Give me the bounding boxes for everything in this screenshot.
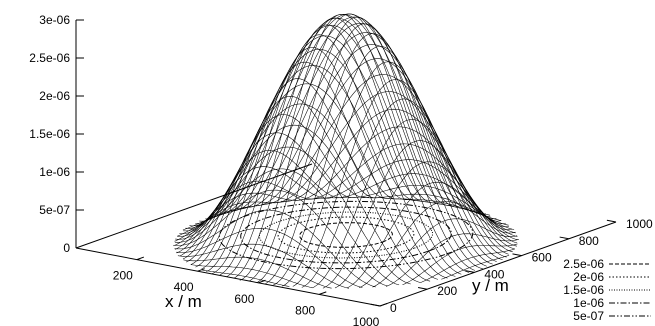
tick-labels: 20040060080010000200400600800100005e-071… <box>29 13 653 326</box>
mesh-line <box>282 61 486 287</box>
contour-group <box>218 200 474 270</box>
x-tick <box>258 279 266 284</box>
y-axis-label: y / m <box>472 276 509 295</box>
mesh-line <box>271 91 515 250</box>
mesh-line <box>189 49 456 277</box>
mesh-line <box>281 108 517 247</box>
mesh-line <box>346 181 513 289</box>
x-axis-label: x / m <box>165 292 202 311</box>
mesh-line <box>217 13 487 267</box>
mesh-line <box>272 46 480 286</box>
mesh-line <box>420 248 515 283</box>
y-tick <box>512 253 522 257</box>
y-tick <box>370 303 381 307</box>
contour-line <box>218 200 474 270</box>
x-tick-label: 800 <box>295 303 315 317</box>
x-axis-line <box>75 247 381 307</box>
y-tick <box>559 236 569 240</box>
mesh-line <box>312 119 502 289</box>
mesh-line <box>230 23 497 262</box>
mesh-line <box>222 16 493 265</box>
mesh-line <box>209 14 483 269</box>
mesh-line <box>316 159 518 237</box>
z-tick-label: 5e-07 <box>39 203 70 217</box>
y-tick-label: 600 <box>532 251 552 265</box>
mesh-line <box>379 197 502 221</box>
back-floor-edge <box>75 163 313 249</box>
mesh-line <box>372 218 518 288</box>
mesh-line <box>244 44 507 258</box>
mesh-line <box>254 58 509 255</box>
mesh-line <box>441 254 510 280</box>
mesh-line <box>402 243 518 286</box>
x-tick <box>379 303 388 307</box>
mesh-line <box>179 103 431 282</box>
legend-label: 1.5e-06 <box>563 283 604 297</box>
y-tick <box>606 219 617 223</box>
contour-line <box>258 211 434 259</box>
x-tick-label: 400 <box>174 280 194 294</box>
mesh-line <box>177 243 349 289</box>
mesh-line <box>236 32 503 260</box>
y-tick-label: 1000 <box>626 217 653 231</box>
legend-label: 2.5e-06 <box>563 257 604 271</box>
x-tick <box>197 268 205 272</box>
y-tick <box>465 270 475 273</box>
contour-line <box>299 222 393 248</box>
y-tick-label: 200 <box>437 284 457 298</box>
mesh-line <box>265 33 473 284</box>
mesh-line <box>256 23 466 283</box>
x-tick <box>136 256 145 261</box>
z-tick-label: 2.5e-06 <box>29 51 70 65</box>
y-tick-label: 400 <box>484 267 504 281</box>
x-tick-label: 1000 <box>353 315 380 326</box>
mesh-line <box>329 173 516 234</box>
z-tick-label: 2e-06 <box>39 89 70 103</box>
z-tick-label: 3e-06 <box>39 13 70 27</box>
y-tick-label: 800 <box>579 234 599 248</box>
y-axis-line <box>379 221 617 307</box>
mesh-line <box>182 132 358 260</box>
mesh-line <box>358 201 516 289</box>
y-tick <box>417 286 428 290</box>
mesh-line <box>322 140 506 289</box>
x-tick-label: 600 <box>234 292 254 306</box>
mesh-line <box>385 233 519 287</box>
mesh-line <box>248 16 459 282</box>
legend-label: 2e-06 <box>573 270 604 284</box>
x-tick-label: 200 <box>113 269 133 283</box>
contour-line <box>240 206 452 264</box>
y-tick-label: 0 <box>390 301 397 315</box>
z-tick-label: 1e-06 <box>39 165 70 179</box>
legend-label: 1e-06 <box>573 296 604 310</box>
z-tick-label: 0 <box>63 241 70 255</box>
surface-mesh <box>173 13 519 289</box>
z-tick-label: 1.5e-06 <box>29 127 70 141</box>
x-tick <box>319 291 327 295</box>
legend-label: 5e-07 <box>573 309 604 323</box>
mesh-line <box>190 264 313 289</box>
mesh-line <box>402 198 491 216</box>
